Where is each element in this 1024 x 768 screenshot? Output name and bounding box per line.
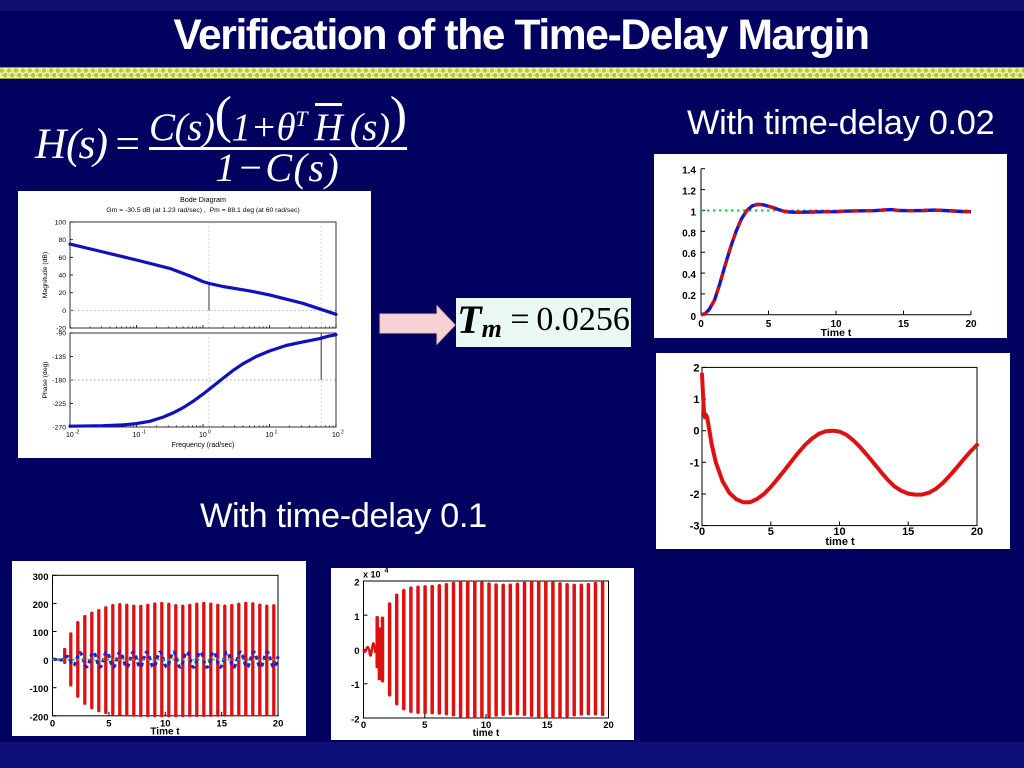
svg-text:60: 60 [58, 255, 66, 262]
svg-text:1: 1 [275, 430, 278, 436]
svg-text:Frequency (rad/sec): Frequency (rad/sec) [172, 442, 235, 449]
svg-text:-270: -270 [52, 425, 66, 432]
svg-text:40: 40 [58, 273, 66, 280]
svg-text:5: 5 [106, 719, 112, 730]
svg-text:0: 0 [354, 646, 359, 657]
svg-text:1: 1 [690, 208, 696, 219]
svg-text:0: 0 [698, 319, 704, 330]
svg-text:10: 10 [833, 526, 845, 538]
svg-text:1: 1 [693, 394, 699, 406]
svg-text:10: 10 [332, 432, 340, 439]
svg-text:-180: -180 [52, 378, 66, 385]
svg-text:time t: time t [825, 536, 855, 548]
svg-text:15: 15 [902, 526, 914, 538]
svg-text:x 10: x 10 [363, 570, 381, 580]
svg-text:2: 2 [693, 362, 699, 374]
svg-text:0: 0 [62, 308, 66, 315]
svg-text:4: 4 [385, 568, 389, 575]
svg-text:-225: -225 [52, 401, 66, 408]
svg-text:-2: -2 [351, 715, 359, 726]
svg-text:1: 1 [354, 612, 360, 623]
svg-text:2: 2 [341, 430, 344, 436]
svg-text:15: 15 [542, 720, 553, 731]
svg-text:10: 10 [830, 319, 842, 330]
svg-text:time t: time t [473, 728, 500, 739]
svg-text:2: 2 [354, 578, 359, 589]
svg-text:-1: -1 [142, 430, 147, 436]
svg-text:-3: -3 [690, 521, 700, 533]
svg-text:-1: -1 [351, 680, 360, 691]
svg-text:-100: -100 [29, 684, 48, 695]
svg-text:0.4: 0.4 [682, 270, 696, 281]
svg-text:10: 10 [481, 720, 492, 731]
svg-text:5: 5 [766, 319, 772, 330]
svg-text:100: 100 [55, 220, 67, 227]
svg-text:-2: -2 [75, 430, 80, 436]
svg-text:15: 15 [216, 719, 227, 730]
svg-text:20: 20 [965, 319, 977, 330]
svg-text:-200: -200 [29, 712, 48, 723]
svg-text:-1: -1 [690, 457, 700, 469]
svg-text:0.6: 0.6 [682, 249, 696, 260]
svg-text:20: 20 [603, 720, 614, 731]
svg-text:-2: -2 [690, 489, 700, 501]
svg-text:0: 0 [690, 312, 696, 323]
svg-text:0: 0 [693, 426, 699, 438]
svg-text:-20: -20 [56, 326, 66, 333]
svg-text:20: 20 [58, 290, 66, 297]
svg-text:Time t: Time t [150, 726, 180, 736]
svg-text:20: 20 [273, 719, 284, 730]
svg-text:100: 100 [33, 628, 49, 639]
svg-text:-90: -90 [56, 331, 66, 338]
svg-text:1.4: 1.4 [682, 166, 696, 177]
svg-text:10: 10 [266, 432, 274, 439]
svg-text:300: 300 [33, 572, 49, 583]
svg-text:0: 0 [699, 526, 705, 538]
svg-text:10: 10 [199, 432, 207, 439]
svg-text:10: 10 [133, 432, 141, 439]
svg-text:-135: -135 [52, 354, 66, 361]
svg-text:Magnitude (dB): Magnitude (dB) [42, 252, 49, 298]
svg-text:0.8: 0.8 [682, 228, 696, 239]
svg-text:5: 5 [422, 720, 428, 731]
svg-text:10: 10 [160, 719, 171, 730]
svg-text:0: 0 [361, 720, 366, 731]
svg-text:0: 0 [208, 430, 211, 436]
svg-text:Time t: Time t [821, 327, 852, 338]
svg-text:15: 15 [898, 319, 910, 330]
svg-text:20: 20 [971, 526, 983, 538]
svg-text:1.2: 1.2 [682, 187, 696, 198]
svg-text:0.2: 0.2 [682, 291, 696, 302]
svg-text:Phase (deg): Phase (deg) [42, 361, 49, 398]
svg-text:Bode Diagram: Bode Diagram [180, 195, 226, 204]
svg-text:Gm = -30.5 dB (at 1.23 rad/sec: Gm = -30.5 dB (at 1.23 rad/sec) , Pm = 8… [106, 207, 299, 214]
svg-text:0: 0 [43, 656, 48, 667]
svg-text:0: 0 [50, 719, 55, 730]
svg-text:80: 80 [58, 237, 66, 244]
svg-text:5: 5 [768, 526, 774, 538]
svg-text:10: 10 [66, 432, 74, 439]
svg-text:200: 200 [33, 600, 49, 611]
